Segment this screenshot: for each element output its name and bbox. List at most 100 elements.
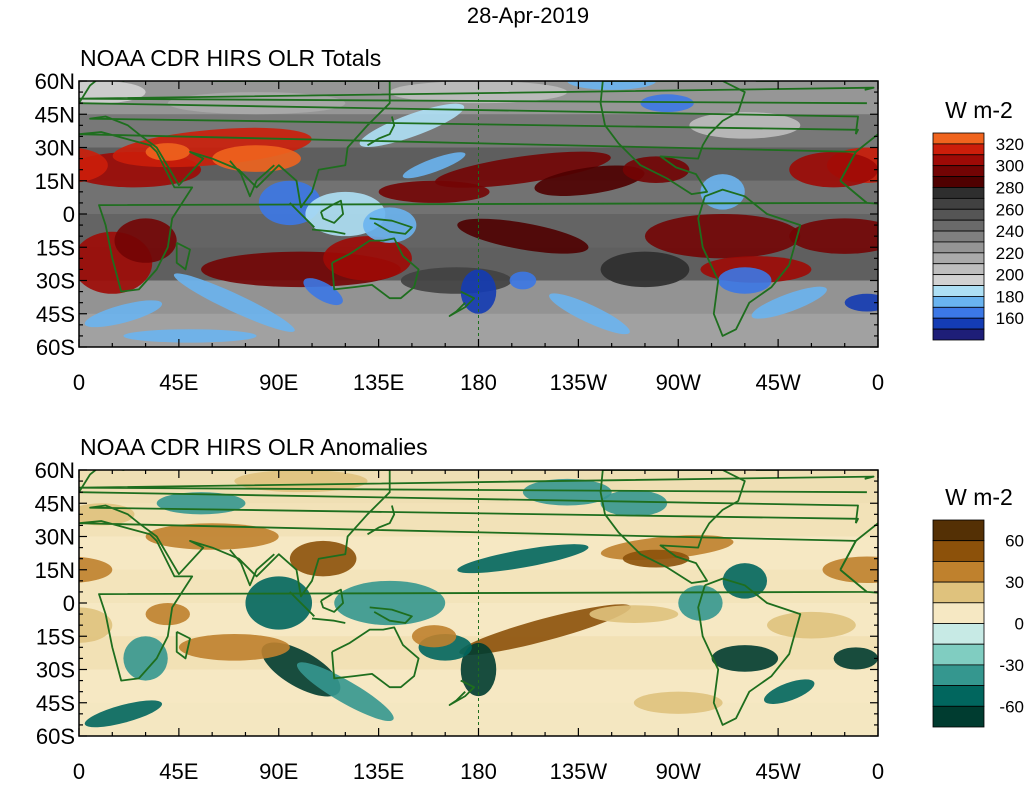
colorbar-box [932,230,985,243]
lon-tick-label: 135W [550,370,608,395]
anom-coastline-ng [369,606,413,624]
totals-field-contour [212,145,301,172]
anom-coastline-europe_asia [79,470,859,598]
anom-field-contour [296,662,394,722]
colorbar-box [932,208,985,221]
anomalies-panel: NOAA CDR HIRS OLR Anomalies 60N 45N 30N 15N… [35,434,1024,784]
colorbar-label: 240 [996,222,1024,241]
anom-field-contour [767,611,856,639]
anom-field-contour [822,556,878,584]
anom-field-contour [79,607,113,643]
totals-coastline-namerica [599,81,746,195]
lat-tick-label: 30S [36,658,75,683]
lat-tick-label: 15S [36,624,75,649]
totals-field-contour [123,329,257,343]
colorbar-box [932,705,985,728]
colorbar-label: 60 [1005,532,1024,551]
anom-coastline-uk [79,475,875,494]
colorbar-label: 320 [996,135,1024,154]
colorbar-box [932,623,985,645]
anom-coastline-samerica [697,577,802,726]
figure-date: 28-Apr-2019 [467,3,589,28]
totals-panel: NOAA CDR HIRS OLR Totals 60N 45N 30N 15N 0 15… [35,45,1024,395]
anom-field-contour [245,576,313,630]
anomalies-title: NOAA CDR HIRS OLR Anomalies [80,434,428,460]
lat-tick-label: 0 [63,591,75,616]
lat-tick-label: 15N [35,169,75,194]
totals-coastline-africa [79,131,868,293]
lon-tick-label: 90E [259,759,298,784]
lat-tick-label: 15S [36,235,75,260]
colorbar-box [932,317,985,330]
lon-tick-label: 90E [259,370,298,395]
totals-field-contour [173,273,295,332]
totals-field-contour [145,143,190,161]
anom-field-contour [79,556,113,583]
totals-field-contour [534,165,645,197]
totals-field-contour [323,236,412,281]
colorbar-label: 260 [996,200,1024,219]
totals-field-contour [844,293,878,312]
lat-tick-label: 45N [35,102,75,127]
anom-coastline-africa [79,520,868,682]
totals-coastline-india [229,160,275,198]
colorbar-label: 0 [1015,615,1024,634]
totals-field-contour [84,300,163,328]
anom-field-contour [600,489,668,517]
totals-field-contour [79,148,108,183]
colorbar-label: 160 [996,309,1024,328]
totals-colorbar-units: W m-2 [945,97,1013,123]
totals-coastline-borneo [320,199,344,224]
anom-field-contour [411,625,457,648]
totals-coastline-nz [448,290,475,317]
anom-field-contour [234,470,368,493]
colorbar-box [932,263,985,276]
anom-coastline-indonesia2 [311,617,346,624]
lon-tick-label: 0 [73,759,85,784]
colorbar-box [932,643,985,666]
colorbar-box [932,296,985,308]
colorbar-box [932,581,985,604]
lon-tick-label: 135E [353,759,404,784]
anom-field-contour [145,603,190,626]
totals-field-contour [402,152,466,179]
totals-field-contour [363,207,417,243]
lat-tick-label: 30S [36,269,75,294]
totals-field-contour [457,218,589,254]
colorbar-box [932,602,985,624]
colorbar-label: 30 [1005,573,1024,592]
totals-field-contour [700,174,745,210]
colorbar-label: 300 [996,157,1024,176]
anom-coastline-nz [448,679,475,706]
colorbar-box [932,328,985,341]
totals-field-contour [600,251,690,288]
colorbar-box [932,285,985,297]
colorbar-box [932,154,985,167]
totals-field-contour [378,180,490,203]
anom-field-contour [589,605,679,623]
totals-field-contour [644,214,801,259]
anom-field-contour [123,636,168,681]
lat-tick-label: 0 [63,202,75,227]
lon-tick-label: 0 [872,759,884,784]
colorbar-box [932,561,985,583]
lat-tick-label: 45N [35,491,75,516]
colorbar-box [932,187,985,199]
lon-tick-label: 90W [656,759,701,784]
colorbar-box [932,274,985,286]
colorbar-box [932,241,985,254]
anom-coastline-madagascar [175,630,191,660]
lat-tick-label: 30N [35,525,75,550]
colorbar-box [932,252,985,265]
anom-field-contour [178,634,290,661]
lon-tick-label: 90W [656,370,701,395]
totals-field-contour [114,218,177,263]
anomalies-colorbar: W m-2 60 30 0 -30 -60 [932,484,1024,728]
colorbar-label: 200 [996,266,1024,285]
totals-field-contour [303,278,343,306]
totals-field-contour [751,286,827,319]
colorbar-box [932,219,985,232]
totals-field-contour [567,81,657,90]
lon-tick-label: 135E [353,370,404,395]
